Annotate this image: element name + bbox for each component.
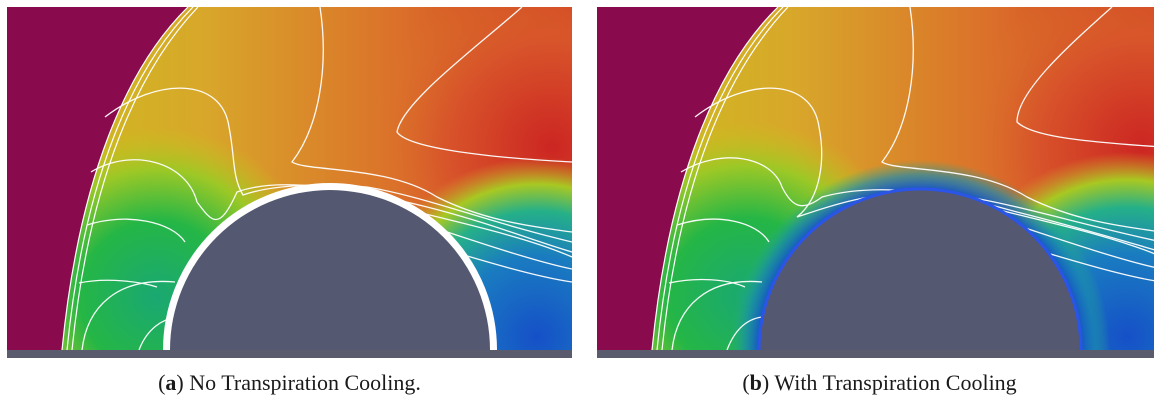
body-cross-section	[760, 190, 1080, 350]
temperature-field-plot-b	[597, 7, 1154, 358]
caption-tag-a: a	[165, 370, 177, 395]
caption-a: (a) No Transpiration Cooling.	[158, 370, 421, 395]
caption-text-a: No Transpiration Cooling.	[189, 370, 421, 395]
caption-b: (b) With Transpiration Cooling	[742, 370, 1017, 395]
contour-lines	[668, 7, 1154, 351]
panel-with-transpiration	[597, 7, 1154, 358]
shock-front-lines	[61, 7, 199, 351]
symmetry-axis-bar	[7, 350, 572, 358]
caption-text-b: With Transpiration Cooling	[774, 370, 1017, 395]
panel-no-transpiration	[7, 7, 572, 358]
caption-tag-b: b	[749, 370, 762, 395]
shock-front-lines	[651, 7, 789, 351]
symmetry-axis-bar	[597, 350, 1154, 358]
transpiration-wall-layer	[757, 187, 1083, 351]
temperature-field-plot-a	[7, 7, 572, 358]
body-cross-section	[170, 190, 490, 350]
wall-boundary-layer	[163, 183, 497, 351]
